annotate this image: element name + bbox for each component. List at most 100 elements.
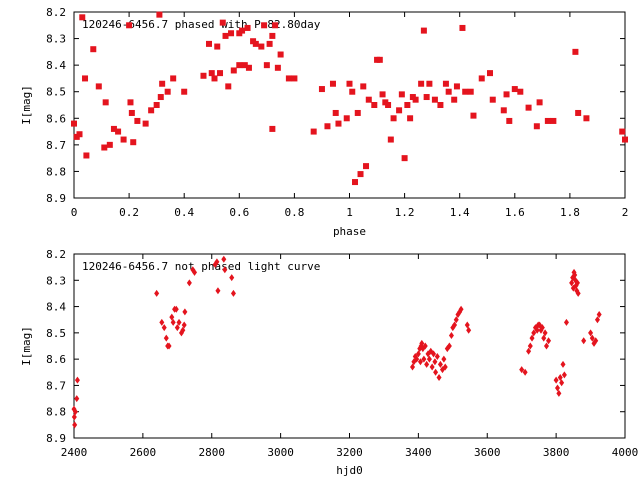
raw-data-point [557,374,563,382]
phased-data-point [272,22,279,29]
phased-data-point [404,102,411,108]
raw-data-point [574,279,580,287]
phased-data-point [208,70,215,77]
phased-data-point [214,43,221,50]
phased-data-point [130,139,137,146]
phased-data-point [420,27,427,34]
phased-data-point [263,62,270,69]
raw-data-point [437,360,443,368]
raw-data-point [163,334,169,342]
raw-data-point [593,337,599,345]
phased-data-point [269,125,276,132]
phased-data-point [385,102,392,108]
phased-data-point [572,48,579,55]
phased-data-point [324,123,331,130]
phased-data-point [245,64,252,71]
raw-data-point [169,313,175,321]
phased-x-tick-label: 0.2 [119,206,139,219]
phased-data-point [115,128,122,135]
phased-data-point [239,27,246,34]
raw-data-point [72,408,78,416]
phased-data-point [387,136,394,143]
phased-y-tick-label: 8.3 [46,33,66,46]
phased-data-point [575,109,582,116]
phased-data-point [148,107,155,114]
phased-data-point [442,80,449,87]
phased-data-point [277,51,284,58]
phased-data-point [332,109,339,116]
raw-data-point [230,289,236,297]
raw-data-point [563,318,569,326]
raw-data-point [589,334,595,342]
raw-data-point [174,324,180,332]
phased-data-point [357,171,364,178]
raw-x-tick-label: 2400 [61,446,88,459]
phased-data-point [437,102,444,108]
phased-data-point [200,72,207,79]
phased-data-point [76,131,83,138]
phased-data-point [219,19,226,26]
phased-chart-title: 120246-6456.7 phased with P=82.80day [82,18,321,31]
raw-data-point [546,337,552,345]
phased-data-point [217,70,224,77]
phased-data-point [95,83,102,90]
raw-data-point [431,350,437,358]
phased-data-point [205,40,212,47]
phased-y-tick-label: 8.6 [46,112,66,125]
phased-data-point [157,94,164,101]
phased-data-point [222,32,229,39]
phased-x-tick-label: 1.2 [395,206,415,219]
raw-data-point [424,360,430,368]
phased-data-point [82,75,89,82]
phased-data-point [467,88,474,95]
raw-y-tick-label: 8.5 [46,327,66,340]
phased-data-point [363,163,370,170]
phased-data-point [525,104,532,111]
phased-data-point [376,56,383,63]
raw-data-point [161,324,167,332]
raw-data-point [182,308,188,316]
phased-data-point [431,96,438,103]
raw-data-point [569,279,575,287]
raw-data-point [588,329,594,337]
phased-data-point [291,75,298,82]
phased-x-tick-label: 1.6 [505,206,525,219]
raw-data-point [422,342,428,350]
phased-data-point [622,136,628,143]
phased-x-tick-label: 0.8 [284,206,304,219]
phased-data-point [153,102,160,108]
raw-data-point [529,334,535,342]
phased-data-point [619,128,626,135]
phased-data-point [71,120,77,127]
raw-data-point [432,358,438,366]
raw-chart-title: 120246-6456.7 not phased light curve [82,260,320,273]
raw-data-point [581,337,587,345]
raw-data-point [442,363,448,371]
raw-data-point [526,347,532,355]
phased-y-tick-label: 8.5 [46,86,66,99]
phased-data-point [379,91,386,98]
phased-data-point [244,24,251,31]
phased-data-point [329,80,336,87]
raw-data-point [553,376,559,384]
raw-x-tick-label: 3600 [474,446,501,459]
raw-data-point [466,326,472,334]
phased-data-point [500,107,507,114]
raw-data-point [414,355,420,363]
raw-data-point [556,389,562,397]
raw-y-tick-label: 8.6 [46,353,66,366]
phased-data-point [346,80,353,87]
raw-data-point [192,268,198,276]
raw-data-point [221,255,227,263]
raw-data-point [214,258,220,266]
raw-y-tick-label: 8.2 [46,248,66,261]
raw-y-tick-label: 8.9 [46,432,66,445]
phased-data-point [489,96,496,103]
raw-plot-frame [73,253,626,439]
phased-data-point [126,22,133,29]
phased-data-point [550,117,557,124]
phased-data-point [225,83,232,90]
raw-data-point [215,287,221,295]
phased-y-tick-label: 8.2 [46,6,66,19]
